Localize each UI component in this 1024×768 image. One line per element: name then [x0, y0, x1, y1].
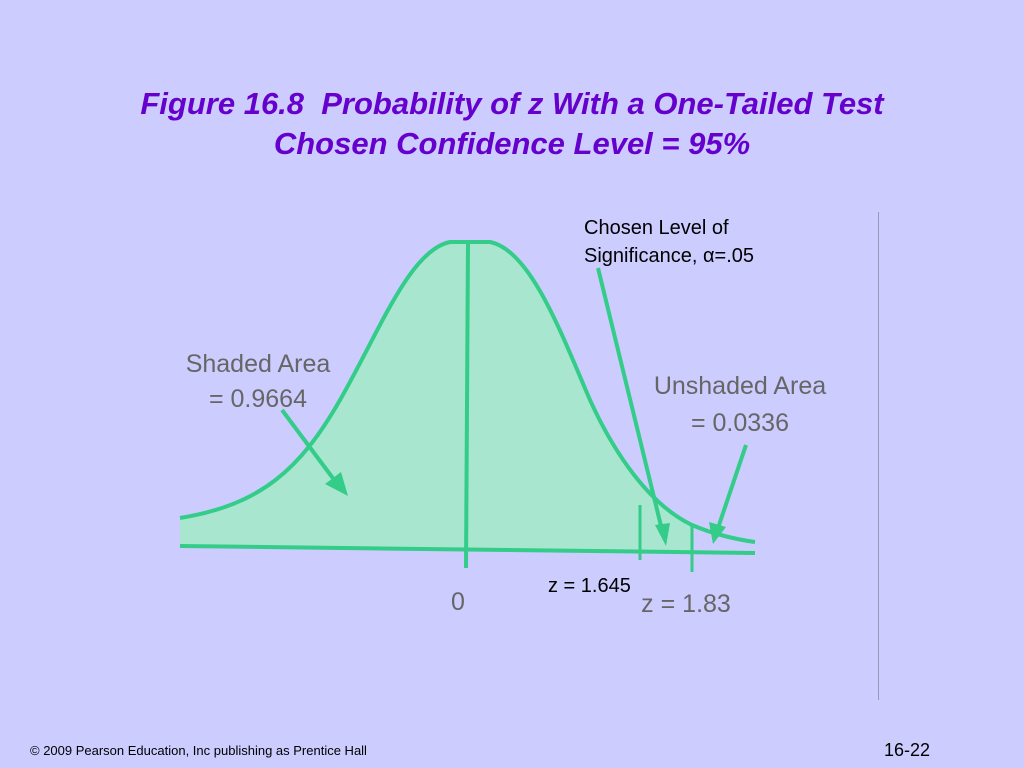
unshaded-area-label-2: = 0.0336 — [691, 409, 789, 437]
shaded-area — [180, 242, 692, 552]
mean-line — [464, 241, 470, 569]
shaded-area-label-1: Shaded Area — [186, 350, 331, 378]
normal-curve — [179, 240, 756, 544]
divider-line — [878, 212, 879, 700]
significance-label-line-1: Chosen Level of — [584, 217, 729, 239]
unshaded-arrow-shaft — [716, 444, 748, 529]
title-line-2: Chosen Confidence Level = 95% — [273, 126, 751, 161]
slide-title: Figure 16.8 Probability of z With a One-… — [0, 84, 1024, 164]
shaded-arrow-shaft — [280, 408, 340, 487]
zero-label: 0 — [451, 588, 465, 616]
z-critical-label: z = 1.645 — [548, 575, 631, 597]
shaded-area-label-2: = 0.9664 — [209, 385, 307, 413]
significance-label-line-2: Significance, α=.05 — [584, 245, 754, 267]
shaded-arrowhead — [325, 472, 348, 496]
unshaded-arrowhead — [709, 522, 726, 544]
unshaded-area-label-1: Unshaded Area — [654, 372, 826, 400]
significance-arrow-shaft — [596, 267, 664, 531]
significance-label: Chosen Level of Significance, α=.05 — [584, 214, 754, 270]
page-number: 16-22 — [884, 740, 931, 760]
title-line-1: Figure 16.8 Probability of z With a One-… — [140, 86, 884, 121]
copyright-footer: © 2009 Pearson Education, Inc publishing… — [30, 743, 367, 758]
z-observed-label: z = 1.83 — [641, 590, 731, 618]
significance-arrowhead — [655, 523, 670, 546]
